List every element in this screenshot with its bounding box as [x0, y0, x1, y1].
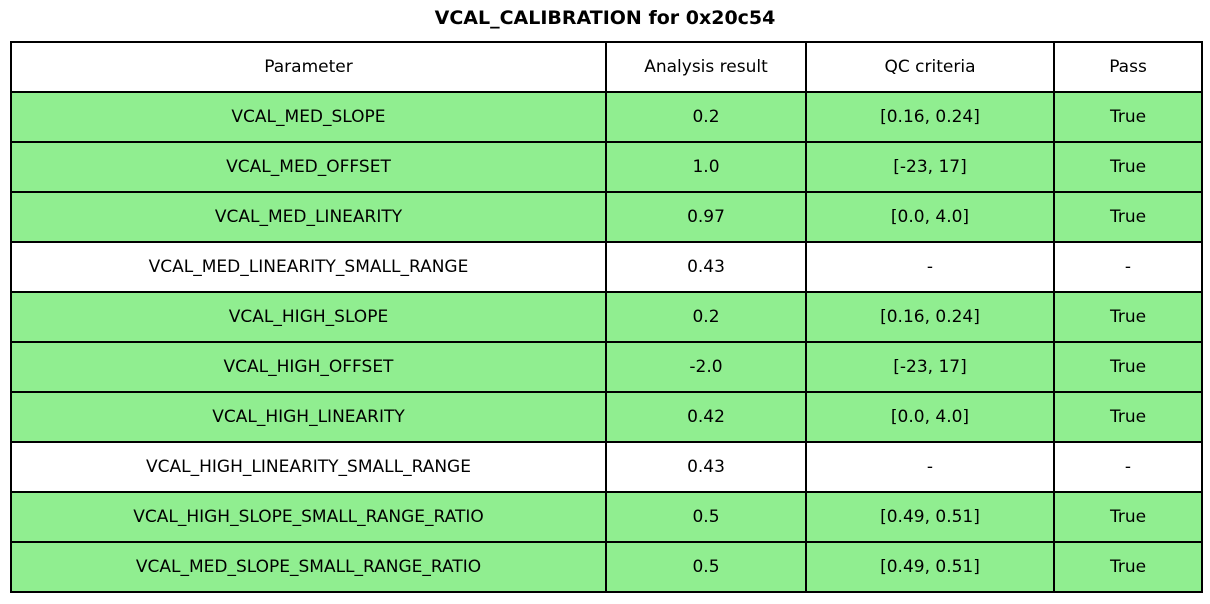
column-header-pass: Pass — [1053, 41, 1203, 93]
pass-cell: True — [1053, 91, 1203, 143]
qc-criteria-cell: [0.0, 4.0] — [805, 391, 1055, 443]
analysis-result-cell: 0.2 — [605, 291, 807, 343]
qc-criteria-cell: [0.16, 0.24] — [805, 91, 1055, 143]
qc-criteria-cell: [0.16, 0.24] — [805, 291, 1055, 343]
parameter-cell: VCAL_HIGH_SLOPE_SMALL_RANGE_RATIO — [10, 491, 607, 543]
analysis-result-cell: 0.97 — [605, 191, 807, 243]
parameter-cell: VCAL_HIGH_LINEARITY_SMALL_RANGE — [10, 441, 607, 493]
qc-table: Parameter Analysis result QC criteria Pa… — [10, 41, 1203, 593]
parameter-cell: VCAL_HIGH_OFFSET — [10, 341, 607, 393]
analysis-result-cell: 0.43 — [605, 241, 807, 293]
parameter-cell: VCAL_MED_LINEARITY_SMALL_RANGE — [10, 241, 607, 293]
qc-criteria-cell: - — [805, 441, 1055, 493]
pass-cell: True — [1053, 141, 1203, 193]
analysis-result-cell: 0.5 — [605, 491, 807, 543]
pass-cell: True — [1053, 291, 1203, 343]
table-row: VCAL_HIGH_SLOPE 0.2 [0.16, 0.24] True — [10, 291, 1203, 343]
pass-cell: True — [1053, 191, 1203, 243]
parameter-cell: VCAL_MED_SLOPE — [10, 91, 607, 143]
table-row: VCAL_HIGH_LINEARITY_SMALL_RANGE 0.43 - - — [10, 441, 1203, 493]
column-header-analysis-result: Analysis result — [605, 41, 807, 93]
pass-cell: - — [1053, 441, 1203, 493]
qc-criteria-cell: [0.49, 0.51] — [805, 541, 1055, 593]
table-body: VCAL_MED_SLOPE 0.2 [0.16, 0.24] True VCA… — [10, 91, 1203, 593]
pass-cell: - — [1053, 241, 1203, 293]
parameter-cell: VCAL_HIGH_SLOPE — [10, 291, 607, 343]
analysis-result-cell: 0.43 — [605, 441, 807, 493]
parameter-cell: VCAL_HIGH_LINEARITY — [10, 391, 607, 443]
parameter-cell: VCAL_MED_SLOPE_SMALL_RANGE_RATIO — [10, 541, 607, 593]
table-header-row: Parameter Analysis result QC criteria Pa… — [10, 41, 1203, 93]
qc-criteria-cell: - — [805, 241, 1055, 293]
analysis-result-cell: 1.0 — [605, 141, 807, 193]
table-row: VCAL_MED_LINEARITY_SMALL_RANGE 0.43 - - — [10, 241, 1203, 293]
pass-cell: True — [1053, 391, 1203, 443]
table-row: VCAL_MED_LINEARITY 0.97 [0.0, 4.0] True — [10, 191, 1203, 243]
pass-cell: True — [1053, 491, 1203, 543]
table-row: VCAL_MED_SLOPE_SMALL_RANGE_RATIO 0.5 [0.… — [10, 541, 1203, 593]
column-header-parameter: Parameter — [10, 41, 607, 93]
qc-criteria-cell: [-23, 17] — [805, 341, 1055, 393]
table-row: VCAL_MED_SLOPE 0.2 [0.16, 0.24] True — [10, 91, 1203, 143]
column-header-qc-criteria: QC criteria — [805, 41, 1055, 93]
qc-criteria-cell: [0.0, 4.0] — [805, 191, 1055, 243]
pass-cell: True — [1053, 341, 1203, 393]
table-row: VCAL_HIGH_OFFSET -2.0 [-23, 17] True — [10, 341, 1203, 393]
analysis-result-cell: 0.42 — [605, 391, 807, 443]
analysis-result-cell: 0.5 — [605, 541, 807, 593]
pass-cell: True — [1053, 541, 1203, 593]
table-header: Parameter Analysis result QC criteria Pa… — [10, 41, 1203, 93]
analysis-result-cell: 0.2 — [605, 91, 807, 143]
qc-criteria-cell: [-23, 17] — [805, 141, 1055, 193]
qc-criteria-cell: [0.49, 0.51] — [805, 491, 1055, 543]
table-row: VCAL_MED_OFFSET 1.0 [-23, 17] True — [10, 141, 1203, 193]
parameter-cell: VCAL_MED_LINEARITY — [10, 191, 607, 243]
analysis-result-cell: -2.0 — [605, 341, 807, 393]
table-row: VCAL_HIGH_SLOPE_SMALL_RANGE_RATIO 0.5 [0… — [10, 491, 1203, 543]
page-title: VCAL_CALIBRATION for 0x20c54 — [434, 7, 776, 29]
parameter-cell: VCAL_MED_OFFSET — [10, 141, 607, 193]
table-row: VCAL_HIGH_LINEARITY 0.42 [0.0, 4.0] True — [10, 391, 1203, 443]
